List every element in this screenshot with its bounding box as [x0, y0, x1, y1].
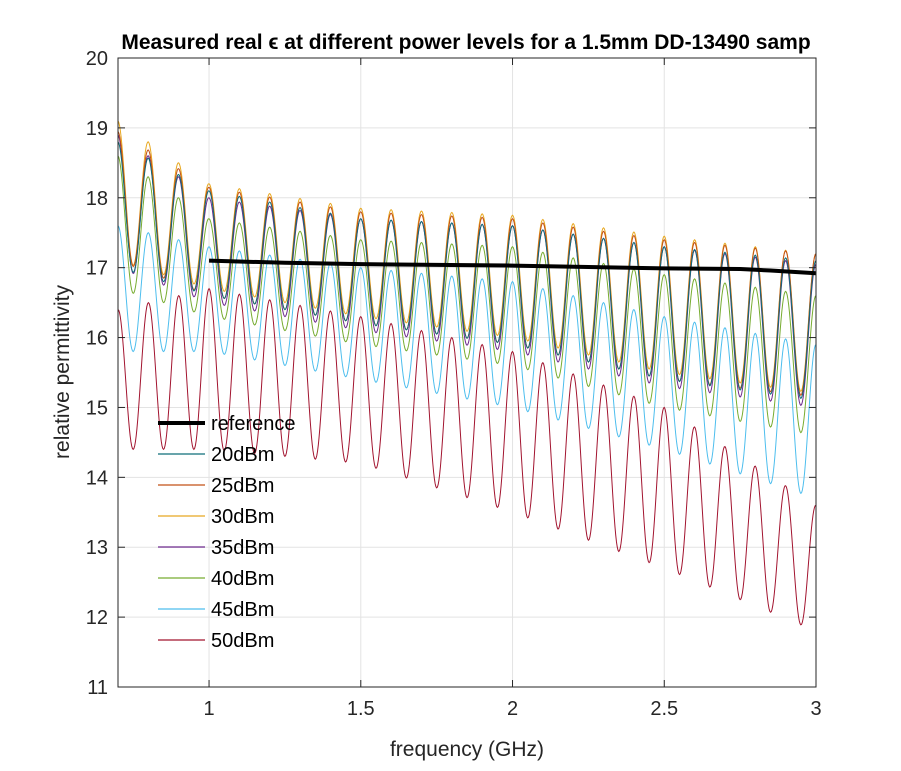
y-tick-label: 14	[86, 467, 108, 489]
y-tick-label: 19	[86, 118, 108, 140]
legend-label: reference	[211, 413, 296, 435]
legend: reference 20dBm 25dBm 30dBm 35dBm 40dBm 45dBm 5…	[158, 413, 296, 652]
legend-item: 50dBm	[158, 630, 274, 652]
series-line-45dBm	[117, 225, 817, 495]
legend-label: 40dBm	[211, 568, 274, 590]
legend-item: 20dBm	[158, 444, 274, 466]
y-axis-label: relative permittivity	[51, 285, 74, 459]
series-line-20dBm	[117, 141, 817, 400]
legend-item: 25dBm	[158, 475, 274, 497]
legend-item: 35dBm	[158, 537, 274, 559]
x-tick-label: 1.5	[347, 698, 375, 720]
x-axis: 1 1.5 2 2.5 3	[203, 58, 822, 720]
legend-item: 40dBm	[158, 568, 274, 590]
legend-label: 35dBm	[211, 537, 274, 559]
x-tick-label: 1	[203, 698, 214, 720]
chart-title: Measured real ϵ at different power level…	[121, 31, 810, 54]
legend-label: 30dBm	[211, 506, 274, 528]
y-tick-label: 11	[87, 677, 108, 699]
y-tick-label: 18	[86, 188, 108, 210]
legend-label: 45dBm	[211, 599, 274, 621]
y-tick-label: 16	[86, 328, 108, 350]
axes-box	[117, 57, 817, 688]
series-line-reference	[208, 258, 817, 276]
legend-label: 20dBm	[211, 444, 274, 466]
y-tick-label: 15	[86, 397, 108, 419]
y-tick-label: 13	[86, 537, 108, 559]
x-tick-label: 3	[810, 698, 821, 720]
legend-label: 50dBm	[211, 630, 274, 652]
legend-item: 30dBm	[158, 506, 274, 528]
x-axis-label: frequency (GHz)	[390, 738, 544, 761]
plot-area	[117, 120, 817, 626]
grid	[118, 57, 817, 688]
x-tick-label: 2	[507, 698, 518, 720]
x-tick-label: 2.5	[650, 698, 678, 720]
y-tick-label: 20	[86, 48, 108, 70]
y-tick-label: 12	[86, 607, 108, 629]
legend-item: reference	[158, 413, 296, 435]
legend-item: 45dBm	[158, 599, 274, 621]
y-tick-label: 17	[86, 258, 108, 280]
y-axis: 11 12 13 14 15 16 17 18 19 20	[86, 48, 816, 699]
series-line-50dBm	[117, 287, 817, 626]
series-line-40dBm	[117, 155, 817, 434]
legend-label: 25dBm	[211, 475, 274, 497]
